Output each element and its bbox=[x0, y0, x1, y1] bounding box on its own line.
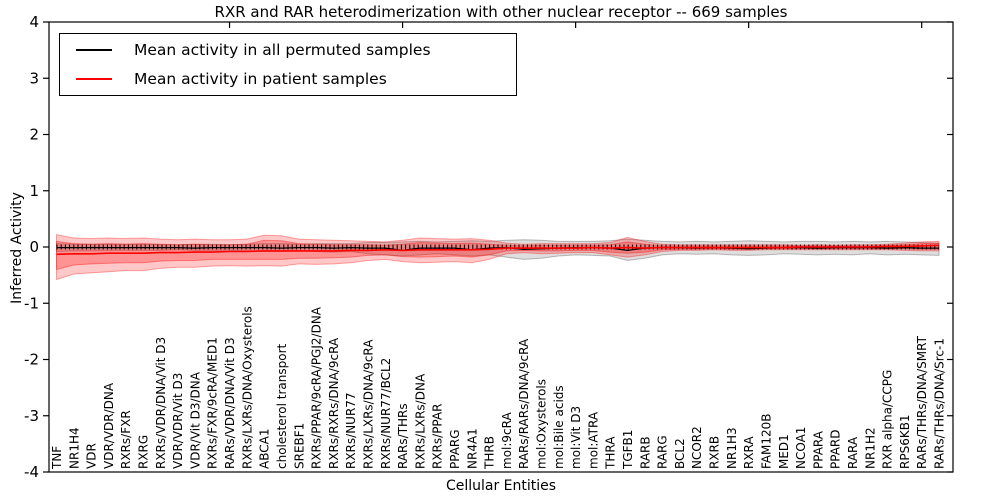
x-category-label: THRA bbox=[604, 436, 618, 470]
x-category-label: TGFB1 bbox=[621, 430, 635, 470]
x-category-label: RARG bbox=[656, 435, 670, 469]
x-category-label: RXRs/VDR/DNA/Vit D3 bbox=[154, 337, 168, 469]
x-category-label: RARB bbox=[638, 436, 652, 469]
x-category-label: NR1H2 bbox=[863, 427, 877, 469]
x-category-label: cholesterol transport bbox=[275, 343, 289, 469]
y-tick-label: -3 bbox=[24, 407, 39, 425]
x-category-label: mol:9cRA bbox=[500, 412, 514, 469]
permuted-samples-range-band bbox=[56, 238, 940, 262]
x-category-label: PPARD bbox=[829, 430, 843, 470]
patient-line-swatch bbox=[76, 78, 112, 80]
x-category-label: VDR/VDR/Vit D3 bbox=[171, 373, 185, 469]
x-category-label: RARs/THRs/DNA/SMRT bbox=[915, 335, 929, 469]
x-category-label: RXRs/NUR77/BCL2 bbox=[379, 358, 393, 469]
y-tick-label: 2 bbox=[29, 126, 39, 144]
x-category-label: NR4A1 bbox=[465, 428, 479, 469]
y-tick-label: -4 bbox=[24, 463, 39, 481]
x-axis-label: Cellular Entities bbox=[445, 478, 557, 494]
x-category-label: RXR alpha/CCPG bbox=[881, 370, 895, 469]
x-category-label: BCL2 bbox=[673, 438, 687, 469]
x-category-label: RXRG bbox=[137, 435, 151, 469]
x-category-label: mol:Bile acids bbox=[552, 385, 566, 469]
x-category-label: VDR/Vit D3/DNA bbox=[188, 371, 202, 469]
x-category-label: VDR bbox=[85, 443, 99, 469]
x-category-label: MED1 bbox=[777, 434, 791, 469]
x-category-label: NCOA1 bbox=[794, 427, 808, 469]
x-category-label: mol:Oxysterols bbox=[535, 379, 549, 469]
x-category-label: VDR/VDR/DNA bbox=[102, 382, 116, 469]
x-category-label: RXRs/PPAR/9cRA/PGJ2/DNA bbox=[310, 306, 324, 469]
legend-item-permuted: Mean activity in all permuted samples bbox=[76, 37, 516, 63]
x-category-label: RXRA bbox=[742, 436, 756, 469]
patient-samples-outer-range-band bbox=[56, 233, 940, 281]
x-category-label: SREBF1 bbox=[292, 423, 306, 469]
x-category-label: RXRs/NUR77 bbox=[344, 392, 358, 469]
x-category-label: RXRB bbox=[708, 436, 722, 469]
y-axis-label: Inferred Activity bbox=[9, 192, 25, 304]
y-tick-label: -2 bbox=[24, 351, 39, 369]
y-tick-label: 3 bbox=[29, 69, 39, 87]
x-category-label: RXRs/LXRs/DNA bbox=[413, 373, 427, 469]
legend-label-permuted: Mean activity in all permuted samples bbox=[134, 41, 431, 59]
y-tick-label: 1 bbox=[29, 182, 39, 200]
x-category-label: PPARA bbox=[811, 430, 825, 469]
x-category-label: NR1H4 bbox=[67, 427, 81, 469]
patient-mean-line bbox=[56, 244, 940, 256]
y-tick-label: 0 bbox=[29, 238, 39, 256]
x-category-label: RARs/THRs bbox=[396, 403, 410, 469]
x-category-label: RARA bbox=[846, 436, 860, 469]
x-category-label: mol:Vit D3 bbox=[569, 406, 583, 469]
x-category-label: RXRs/RXRs/DNA/9cRA bbox=[327, 337, 341, 469]
x-category-label: mol:ATRA bbox=[586, 411, 600, 469]
x-category-label: ABCA1 bbox=[258, 429, 272, 469]
x-category-label: RPS6KB1 bbox=[898, 414, 912, 469]
y-tick-label: 4 bbox=[29, 13, 39, 31]
x-category-label: RARs/THRs/DNA/Src-1 bbox=[933, 338, 947, 469]
legend-box: Mean activity in all permuted samples Me… bbox=[59, 33, 517, 96]
x-category-label: TNF bbox=[50, 446, 64, 470]
x-category-label: NCOR2 bbox=[690, 426, 704, 469]
x-category-label: RXRs/LXRs/DNA/Oxysterols bbox=[240, 306, 254, 469]
x-category-label: THRB bbox=[483, 436, 497, 470]
x-category-label: RXRs/FXR bbox=[119, 410, 133, 469]
x-category-label: RXRs/LXRs/DNA/9cRA bbox=[362, 339, 376, 469]
x-category-label: PPARG bbox=[448, 429, 462, 469]
x-category-label: RARs/VDR/DNA/Vit D3 bbox=[223, 337, 237, 469]
legend-label-patient: Mean activity in patient samples bbox=[134, 70, 387, 88]
y-tick-label: -1 bbox=[24, 294, 39, 312]
x-category-label: RXRs/FXR/9cRA/MED1 bbox=[206, 337, 220, 469]
x-category-label: RXRs/PPAR bbox=[431, 404, 445, 469]
x-category-label: RARs/RARs/DNA/9cRA bbox=[517, 338, 531, 469]
x-category-label: NR1H3 bbox=[725, 427, 739, 469]
legend-item-patient: Mean activity in patient samples bbox=[76, 66, 516, 92]
x-category-label: FAM120B bbox=[760, 414, 774, 470]
permuted-line-swatch bbox=[76, 49, 112, 51]
chart-title: RXR and RAR heterodimerization with othe… bbox=[214, 3, 788, 21]
